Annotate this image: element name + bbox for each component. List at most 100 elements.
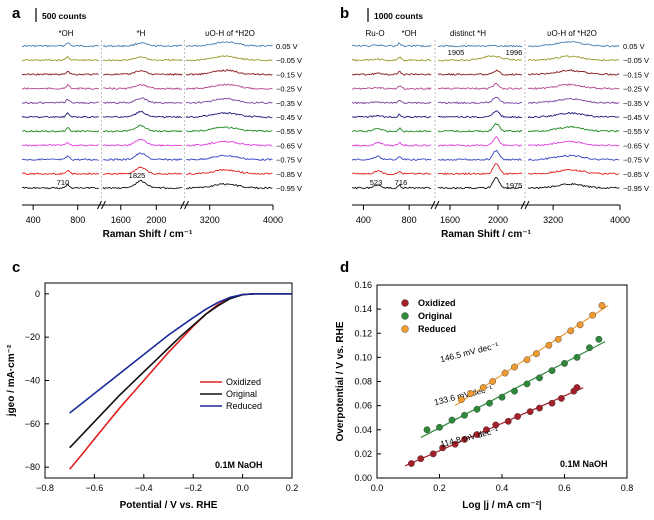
y-tick-label: 0.02 <box>354 449 372 459</box>
data-point <box>595 335 603 343</box>
spectrum-line <box>185 41 273 48</box>
panel-b: b 1000 counts 400 800 1600 2000 3200 4000 Raman … <box>340 5 649 240</box>
data-point <box>448 416 456 424</box>
data-point <box>576 321 584 329</box>
spectrum-line <box>351 113 432 119</box>
legend-label: Original <box>226 389 257 399</box>
data-point <box>486 399 493 407</box>
series-label: 0.05 V <box>623 42 645 51</box>
y-tick-label: 0.16 <box>354 280 372 290</box>
spectrum-line <box>21 127 100 133</box>
series-label: −0.75 V <box>276 156 302 165</box>
region-label: *OH <box>58 29 73 38</box>
spectrum-line <box>102 110 183 119</box>
slope-label: 114.8 mV dec⁻¹ <box>439 425 499 449</box>
spectrum-line <box>21 70 99 76</box>
spectrum-line <box>437 96 523 105</box>
data-point <box>523 356 531 364</box>
axis-break <box>101 200 106 210</box>
data-point <box>561 360 568 367</box>
spectrum-line <box>185 83 273 90</box>
data-point <box>514 413 522 420</box>
panel-letter: a <box>12 5 21 22</box>
slope-label: 146.5 mV dec⁻¹ <box>439 340 500 364</box>
legend-label: Reduced <box>418 324 456 334</box>
spectrum-line <box>351 169 432 176</box>
spectrum-line <box>185 182 273 190</box>
legend-marker <box>401 325 409 333</box>
x-tick-label: 0.0 <box>371 483 384 493</box>
panel-c: c −0.8 −0.6 −0.4 −0.2 0.0 0.2 0 −20 −40 −60 −80 Pote… <box>6 259 298 511</box>
data-point <box>473 405 481 413</box>
series-label: −0.35 V <box>276 99 302 108</box>
data-point <box>429 450 437 458</box>
region-label: *OH <box>401 29 416 38</box>
data-point <box>498 393 506 401</box>
data-point <box>461 435 468 443</box>
series-label: −0.85 V <box>276 170 302 179</box>
series-label: 0.05 V <box>276 42 298 51</box>
spectrum-line <box>527 169 620 175</box>
x-tick-label: 1600 <box>111 215 131 225</box>
scale-bar-label: 500 counts <box>42 11 87 21</box>
spectrum-line <box>351 56 432 62</box>
x-tick-label: −0.6 <box>86 483 104 493</box>
series-label: −0.15 V <box>276 70 302 79</box>
spectrum-line <box>527 83 620 90</box>
panel-letter: b <box>340 5 349 22</box>
series-label: −0.05 V <box>276 56 302 65</box>
spectrum-line <box>21 83 99 90</box>
data-point <box>457 396 465 403</box>
y-tick-label: 0.08 <box>354 377 372 387</box>
data-point <box>492 421 500 429</box>
data-point <box>511 387 518 395</box>
peak-label: 710 <box>57 178 70 187</box>
y-tick-label: −20 <box>25 332 40 342</box>
data-point <box>436 423 443 431</box>
spectrum-line <box>103 83 183 90</box>
data-point <box>504 417 512 425</box>
y-axis-label: jgeo / mA·cm⁻² <box>6 344 17 417</box>
spectrum-line <box>102 138 183 147</box>
data-point <box>526 408 534 416</box>
spectrum-line <box>351 99 432 105</box>
series-label: −0.55 V <box>623 127 649 136</box>
y-tick-label: 0.04 <box>354 425 372 435</box>
x-axis-label: Raman Shift / cm⁻¹ <box>441 229 531 240</box>
x-tick-label: −0.4 <box>135 483 153 493</box>
panel-letter: c <box>12 259 20 276</box>
data-point <box>461 411 468 419</box>
x-tick-label: 0.6 <box>558 483 571 493</box>
legend-label: Oxidized <box>418 298 456 308</box>
y-tick-label: 0.06 <box>354 401 372 411</box>
legend-label: Original <box>418 311 452 321</box>
peak-label: 716 <box>395 178 408 187</box>
x-tick-label: −0.2 <box>184 483 202 493</box>
spectrum-line <box>437 82 523 90</box>
spectrum-line <box>527 182 620 190</box>
series-label: −0.65 V <box>276 141 302 150</box>
series-label: −0.95 V <box>623 184 649 193</box>
region-label: υO-H of *H2O <box>547 29 597 38</box>
region-label: *H <box>137 29 146 38</box>
spectrum-line <box>21 183 99 190</box>
series-label: −0.35 V <box>623 99 649 108</box>
data-point <box>589 311 597 319</box>
data-point <box>511 363 518 371</box>
axis-break <box>184 200 189 210</box>
axis-break <box>180 200 185 210</box>
data-point <box>598 302 606 309</box>
y-tick-label: −80 <box>25 462 40 472</box>
spectrum-line <box>21 155 99 161</box>
axis-break <box>520 200 526 210</box>
spectrum-line <box>351 155 432 161</box>
series-label: −0.75 V <box>623 156 649 165</box>
spectrum-line <box>437 55 523 62</box>
spectrum-line <box>528 40 620 48</box>
region-label: distinct *H <box>450 29 486 38</box>
data-point <box>523 380 531 388</box>
series-label: −0.65 V <box>623 141 649 150</box>
data-point <box>567 327 575 335</box>
y-tick-label: 0.00 <box>354 473 372 483</box>
